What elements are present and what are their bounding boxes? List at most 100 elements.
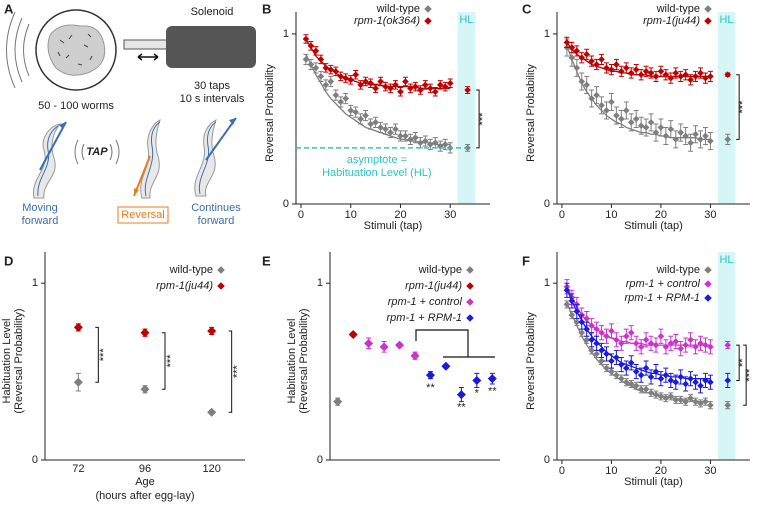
- hl-band: [457, 12, 476, 204]
- data-point: [379, 342, 389, 352]
- hl-point: [464, 144, 471, 152]
- data-point: [327, 78, 335, 85]
- significance-label: ***: [165, 354, 177, 368]
- significance-label: **: [488, 386, 497, 398]
- data-point: [568, 311, 576, 319]
- data-point: [573, 308, 581, 315]
- x-axis-label: Stimuli (tap): [624, 476, 683, 488]
- data-point: [598, 357, 605, 365]
- hl-point: [724, 136, 732, 143]
- y-axis-label: Habituation Level: [1, 318, 13, 403]
- significance-bracket: [743, 344, 747, 406]
- hl-point: [464, 86, 471, 94]
- legend-label: rpm-1(ok364): [354, 15, 420, 27]
- data-point: [362, 112, 369, 119]
- data-point: [677, 373, 685, 381]
- data-point: [647, 373, 655, 381]
- caption: forward: [198, 215, 235, 227]
- data-point: [436, 142, 444, 150]
- data-point: [598, 56, 605, 63]
- data-point: [603, 332, 610, 340]
- panel-label: F: [522, 253, 530, 268]
- x-tick-label: 10: [605, 465, 617, 477]
- panel-label: E: [262, 253, 271, 268]
- y-axis-label: (Reversal Probability): [298, 308, 310, 413]
- data-point: [627, 359, 635, 367]
- data-point: [357, 81, 364, 89]
- data-point: [312, 64, 320, 72]
- data-point: [573, 318, 581, 326]
- data-point: [588, 336, 595, 344]
- data-point: [657, 393, 665, 400]
- data-point: [632, 115, 640, 123]
- data-point: [672, 378, 680, 386]
- data-point: [431, 139, 439, 147]
- data-point: [342, 74, 350, 82]
- data-point: [412, 83, 419, 90]
- caption: Solenoid: [191, 6, 234, 18]
- data-point: [637, 71, 645, 79]
- data-point: [207, 407, 217, 417]
- data-point: [682, 132, 689, 140]
- data-point: [622, 378, 630, 386]
- legend-marker: [704, 280, 712, 288]
- band-label: HL: [459, 14, 473, 26]
- data-point: [487, 374, 497, 384]
- data-point: [642, 68, 650, 75]
- legend-marker: [424, 17, 432, 25]
- hl-point: [724, 341, 732, 349]
- data-point: [632, 382, 640, 390]
- data-point: [637, 371, 645, 379]
- data-point: [613, 354, 620, 361]
- y-axis-label: Habituation Level: [286, 318, 298, 403]
- data-point: [702, 132, 709, 140]
- data-point: [622, 64, 630, 72]
- hl-point: [724, 377, 732, 384]
- data-point: [598, 329, 605, 337]
- data-point: [317, 56, 325, 63]
- x-tick-label: 72: [72, 463, 84, 475]
- data-point: [627, 380, 635, 388]
- data-point: [441, 361, 451, 371]
- data-point: [563, 39, 571, 46]
- data-point: [456, 390, 466, 400]
- data-point: [307, 61, 315, 68]
- data-point: [427, 141, 434, 148]
- data-point: [622, 364, 630, 372]
- data-point: [677, 345, 685, 352]
- legend-label: wild-type: [656, 264, 700, 276]
- panel-label: D: [4, 253, 13, 268]
- data-point: [647, 340, 655, 347]
- data-point: [608, 327, 615, 335]
- arrow-head: [59, 122, 66, 129]
- legend-marker: [704, 17, 712, 25]
- data-point: [207, 326, 217, 336]
- y-tick-label: 0: [317, 454, 323, 466]
- lawn: [47, 24, 106, 76]
- x-axis-label: Stimuli (tap): [364, 220, 423, 232]
- y-axis-label: (Reversal Probability): [13, 308, 25, 413]
- data-point: [692, 343, 699, 351]
- x-tick-label: 30: [704, 209, 716, 221]
- data-point: [563, 286, 571, 294]
- data-point: [692, 130, 699, 138]
- data-point: [618, 68, 625, 75]
- significance-bracket: [736, 344, 740, 381]
- data-point: [667, 393, 675, 400]
- x-tick-label: 30: [704, 465, 716, 477]
- data-point: [707, 378, 714, 386]
- data-point: [348, 329, 358, 339]
- data-point: [697, 400, 704, 407]
- track: [37, 125, 59, 197]
- data-point: [632, 66, 640, 73]
- data-point: [327, 66, 335, 73]
- data-point: [662, 343, 670, 351]
- data-point: [702, 377, 709, 384]
- data-point: [707, 73, 714, 80]
- data-point: [441, 141, 449, 148]
- data-point: [608, 98, 615, 106]
- legend-marker: [466, 282, 474, 290]
- data-point: [578, 329, 586, 337]
- significance-bracket: [736, 74, 740, 140]
